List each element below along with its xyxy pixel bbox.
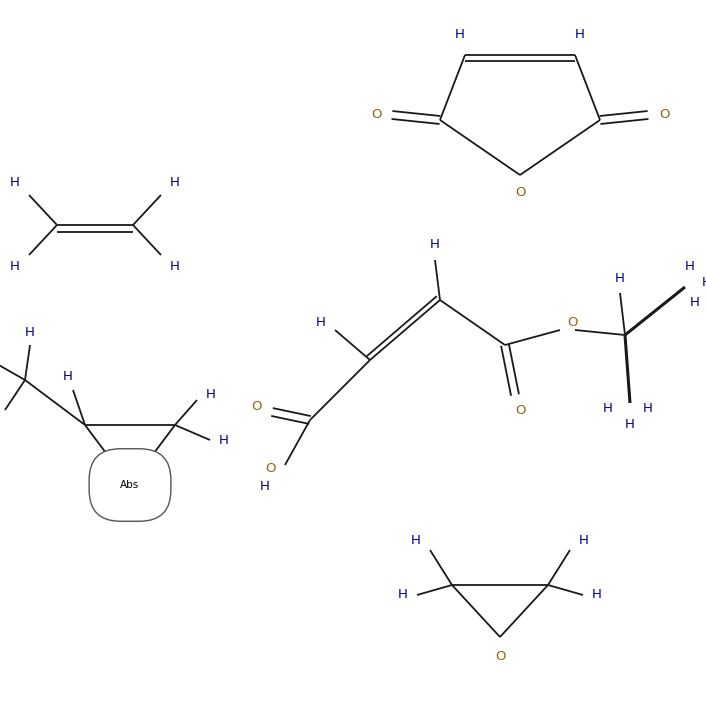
Text: H: H	[592, 588, 602, 601]
Text: O: O	[251, 401, 261, 413]
Text: Abs: Abs	[121, 480, 140, 490]
Text: H: H	[643, 401, 653, 415]
Text: H: H	[260, 481, 270, 493]
Text: O: O	[659, 108, 669, 121]
Text: H: H	[411, 533, 421, 547]
Text: O: O	[515, 405, 525, 418]
Text: H: H	[206, 389, 216, 401]
Text: H: H	[430, 238, 440, 252]
Text: O: O	[265, 462, 276, 474]
Text: H: H	[575, 28, 585, 42]
Text: H: H	[398, 588, 408, 601]
Text: H: H	[625, 418, 635, 432]
Text: H: H	[316, 316, 326, 328]
Text: H: H	[615, 272, 625, 286]
Text: H: H	[702, 276, 706, 289]
Text: H: H	[10, 177, 20, 189]
Text: H: H	[579, 533, 589, 547]
Text: H: H	[685, 260, 695, 274]
Text: H: H	[170, 260, 180, 274]
Text: H: H	[25, 325, 35, 338]
Text: O: O	[515, 186, 525, 199]
Text: H: H	[219, 433, 229, 447]
Text: H: H	[10, 260, 20, 274]
Text: H: H	[690, 296, 700, 308]
Text: H: H	[170, 177, 180, 189]
Text: H: H	[63, 371, 73, 384]
Text: O: O	[495, 650, 505, 664]
Text: O: O	[567, 316, 578, 328]
Text: H: H	[455, 28, 465, 42]
Text: O: O	[371, 108, 381, 121]
Text: H: H	[603, 401, 613, 415]
